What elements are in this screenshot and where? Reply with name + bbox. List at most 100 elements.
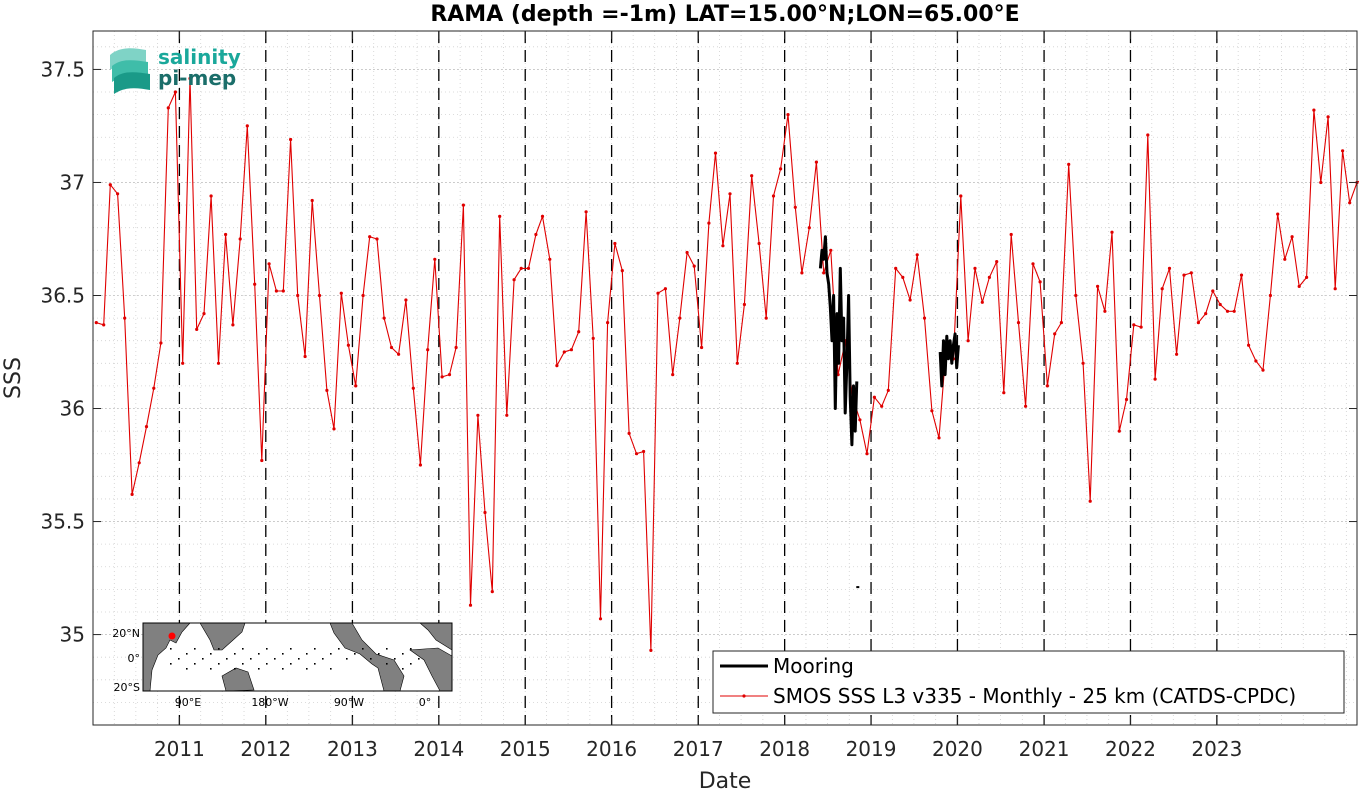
series-smos-point bbox=[426, 348, 430, 352]
series-smos-point bbox=[685, 250, 689, 255]
inset-land bbox=[142, 622, 453, 692]
inset-buoy-marker bbox=[210, 668, 212, 670]
series-smos-point bbox=[1211, 289, 1215, 293]
inset-buoy-marker bbox=[418, 658, 420, 660]
series-smos-point bbox=[678, 316, 682, 320]
series-smos-point bbox=[152, 386, 156, 390]
inset-buoy-marker bbox=[410, 648, 412, 650]
series-smos-point bbox=[512, 278, 516, 282]
series-smos-point bbox=[750, 174, 754, 178]
series-smos-point bbox=[872, 395, 877, 399]
series-smos-point bbox=[216, 361, 221, 365]
inset-buoy-marker bbox=[258, 653, 260, 655]
y-axis-label: SSS bbox=[1, 357, 26, 399]
inset-buoy-marker bbox=[234, 653, 236, 655]
series-smos-point bbox=[1074, 293, 1078, 298]
series-smos-point bbox=[1132, 323, 1136, 327]
series-smos-point bbox=[1167, 266, 1172, 270]
series-smos-point bbox=[793, 205, 797, 209]
x-axis-label: Date bbox=[699, 769, 752, 790]
inset-buoy-marker bbox=[202, 658, 204, 660]
series-smos-point bbox=[613, 241, 617, 246]
inset-buoys bbox=[170, 648, 420, 670]
series-smos-point bbox=[1204, 312, 1208, 316]
x-tick-label: 2020 bbox=[932, 737, 983, 761]
salinity-pimep-logo: salinity pi-mep bbox=[110, 45, 241, 94]
series-smos-point bbox=[498, 214, 502, 218]
series-smos-point bbox=[814, 160, 819, 164]
series-smos-point bbox=[1139, 325, 1143, 329]
series-smos-point bbox=[1276, 212, 1280, 216]
chart-title: RAMA (depth =-1m) LAT=15.00°N;LON=65.00°… bbox=[430, 2, 1019, 27]
series-smos-point bbox=[461, 203, 465, 207]
series-smos-point bbox=[224, 232, 228, 237]
x-tick-label: 2014 bbox=[413, 737, 464, 761]
series-mooring-point bbox=[856, 586, 860, 589]
inset-buoy-marker bbox=[226, 658, 228, 660]
series-smos-point bbox=[959, 194, 963, 198]
series-smos-point bbox=[1117, 429, 1121, 433]
series-smos-point bbox=[735, 361, 739, 365]
series-smos-point bbox=[130, 492, 134, 496]
series-smos-point bbox=[1268, 293, 1272, 298]
series-smos-point bbox=[1341, 149, 1345, 153]
series-smos-point bbox=[534, 232, 538, 237]
series-smos-point bbox=[397, 352, 401, 356]
series-smos-point bbox=[1110, 230, 1114, 234]
series-smos-point bbox=[1059, 321, 1063, 325]
inset-buoy-marker bbox=[306, 653, 308, 655]
inset-buoy-marker bbox=[266, 663, 268, 665]
series-smos-point bbox=[1016, 321, 1021, 325]
series-smos-point bbox=[361, 293, 365, 298]
series-smos-point bbox=[181, 361, 185, 365]
series-smos-point bbox=[389, 345, 394, 350]
inset-buoy-marker bbox=[218, 663, 220, 665]
series-smos-point bbox=[354, 384, 358, 388]
series-smos-point bbox=[591, 336, 595, 340]
series-smos-point bbox=[490, 590, 494, 594]
y-tick-label: 36.5 bbox=[40, 283, 85, 307]
inset-buoy-marker bbox=[290, 663, 292, 665]
inset-ocean bbox=[143, 623, 452, 691]
inset-buoy-marker bbox=[402, 653, 404, 655]
series-smos-point bbox=[137, 461, 141, 465]
series-smos-point bbox=[858, 418, 862, 422]
inset-buoy-marker bbox=[314, 663, 316, 665]
series-smos-point bbox=[433, 257, 437, 261]
series-smos-point bbox=[562, 350, 566, 354]
series-smos-point bbox=[274, 289, 278, 293]
series-smos-point bbox=[829, 248, 833, 252]
x-tick-label: 2012 bbox=[240, 737, 291, 761]
series-smos-point bbox=[671, 373, 675, 377]
series-mooring-line bbox=[938, 332, 960, 388]
legend-box bbox=[712, 650, 1345, 714]
series-smos-point bbox=[822, 271, 826, 275]
series-smos-point bbox=[908, 298, 912, 302]
series-smos-point bbox=[1333, 287, 1337, 291]
inset-buoy-marker bbox=[362, 648, 364, 650]
series-smos-point bbox=[1160, 287, 1164, 291]
series-smos-point bbox=[238, 237, 242, 241]
series-smos-point bbox=[94, 321, 98, 325]
series-smos-point bbox=[310, 198, 314, 203]
x-tick-label: 2023 bbox=[1191, 737, 1242, 761]
series-smos-point bbox=[1031, 262, 1035, 266]
series-smos-point bbox=[1067, 162, 1071, 166]
inset-buoy-marker bbox=[370, 658, 372, 660]
inset-buoy-marker bbox=[178, 658, 180, 660]
inset-buoy-marker bbox=[386, 663, 388, 665]
series-smos-point bbox=[1232, 309, 1236, 313]
series-smos-point bbox=[865, 452, 869, 456]
series-smos-point bbox=[483, 510, 487, 515]
series-smos-point bbox=[440, 375, 444, 379]
series-smos-point bbox=[1053, 332, 1057, 336]
series-smos-point bbox=[116, 192, 120, 196]
legend: Mooring SMOS SSS L3 v335 - Monthly - 25 … bbox=[712, 650, 1345, 714]
series-smos-point bbox=[627, 431, 631, 435]
series-smos-point bbox=[1103, 309, 1107, 313]
series-smos-point bbox=[901, 275, 905, 279]
inset-land-shape bbox=[221, 667, 255, 692]
x-tick-label: 2022 bbox=[1105, 737, 1156, 761]
inset-buoy-marker bbox=[250, 658, 252, 660]
